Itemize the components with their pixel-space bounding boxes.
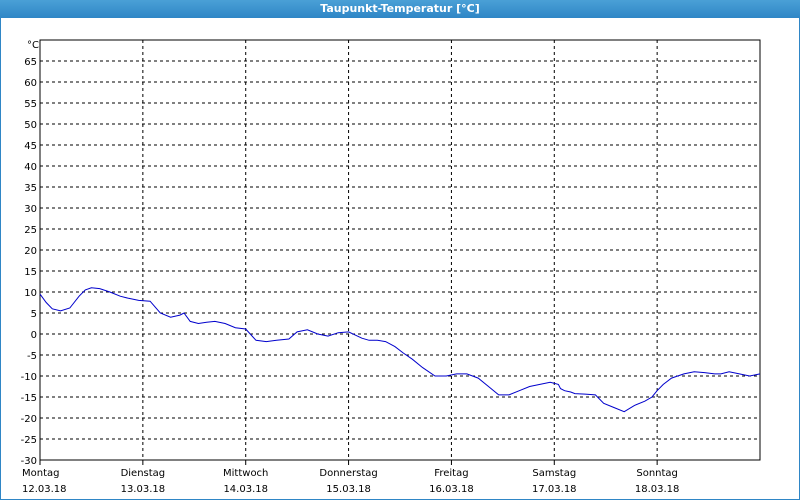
- x-tick-date: 18.03.18: [635, 484, 680, 495]
- y-tick-label: 40: [24, 162, 37, 173]
- y-tick-label: 15: [24, 267, 37, 278]
- x-tick-date: 15.03.18: [326, 484, 371, 495]
- x-tick-day-name: Dienstag: [121, 468, 166, 479]
- grid: [40, 40, 760, 460]
- y-tick-label: -15: [21, 393, 37, 404]
- x-tick-day-name: Montag: [22, 468, 59, 479]
- y-axis-ticks: 65605550454035302520151050-5-10-15-20-25…: [21, 57, 37, 467]
- y-tick-label: 65: [24, 57, 37, 68]
- x-tick-day-name: Samstag: [532, 468, 576, 479]
- y-tick-label: 25: [24, 225, 37, 236]
- x-tick-day-name: Mittwoch: [223, 468, 268, 479]
- dewpoint-series-line: [39, 287, 761, 413]
- y-tick-label: 5: [31, 309, 37, 320]
- y-tick-label: -20: [21, 414, 37, 425]
- y-tick-label: -30: [21, 456, 37, 467]
- y-tick-label: -5: [27, 351, 37, 362]
- x-axis-ticks: Montag 12.03.18 Dienstag 13.03.18 Mittwoch 14…: [22, 460, 679, 495]
- x-tick-date: 14.03.18: [223, 484, 268, 495]
- x-tick-date: 16.03.18: [429, 484, 474, 495]
- y-tick-label: 20: [24, 246, 37, 257]
- y-axis-unit: °C: [27, 40, 39, 51]
- y-tick-label: 55: [24, 99, 37, 110]
- y-tick-label: -25: [21, 435, 37, 446]
- y-tick-label: 50: [24, 120, 37, 131]
- y-tick-label: 30: [24, 204, 37, 215]
- y-tick-label: 60: [24, 78, 37, 89]
- x-tick-day-name: Freitag: [434, 468, 468, 479]
- y-tick-label: 35: [24, 183, 37, 194]
- x-tick-day-name: Donnerstag: [319, 468, 377, 479]
- y-tick-label: 45: [24, 141, 37, 152]
- x-tick-day-name: Sonntag: [636, 468, 678, 479]
- y-tick-label: 10: [24, 288, 37, 299]
- x-tick-date: 17.03.18: [532, 484, 577, 495]
- y-tick-label: 0: [31, 330, 37, 341]
- x-tick-date: 12.03.18: [22, 484, 67, 495]
- window-title: Taupunkt-Temperatur [°C]: [0, 0, 800, 18]
- y-tick-label: -10: [21, 372, 37, 383]
- x-tick-date: 13.03.18: [121, 484, 166, 495]
